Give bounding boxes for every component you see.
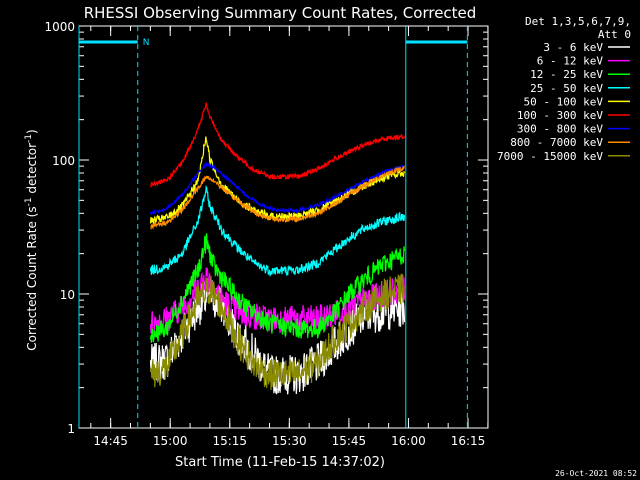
x-tick-label: 16:15 [451,434,486,448]
series-line [149,233,406,343]
footer-timestamp: 26-Oct-2021 08:52 [555,469,637,478]
series-line [150,165,406,230]
x-axis-label: Start Time (11-Feb-15 14:37:02) [175,455,385,470]
legend-entry-label: 100 - 300 keV [517,109,603,122]
legend-entry-label: 3 - 6 keV [543,41,603,54]
series-line [149,101,406,188]
legend-entry-label: 12 - 25 keV [530,68,603,81]
legend-entry-label: 25 - 50 keV [530,82,603,95]
interval-label: N [143,38,150,48]
series-line [149,161,405,217]
legend-entry-label: 800 - 7000 keV [510,136,603,149]
series-line [149,273,405,391]
x-tick-label: 14:45 [93,434,128,448]
y-tick-label: 1 [67,422,75,436]
plot-area: 1 10 100 1000 14:45 15:00 15:15 15:30 15:45 16:00… [44,20,489,448]
x-tick-label: 15:45 [332,434,367,448]
chart-title: RHESSI Observing Summary Count Rates, Co… [84,4,477,22]
legend-entry-label: 50 - 100 keV [524,95,604,108]
x-tick-label: 15:15 [212,434,247,448]
x-tick-label: 16:00 [391,434,426,448]
y-tick-label: 100 [52,154,75,168]
legend-entry-label: 7000 - 15000 keV [497,150,603,163]
series-line [149,184,406,277]
legend-entry-label: 6 - 12 keV [537,55,604,68]
x-tick-label: 15:00 [153,434,188,448]
y-axis-label: Corrected Count Rate (s-1 detector-1) [24,129,39,350]
legend-header-line-1: Det 1,3,5,6,7,9, [525,15,631,28]
legend-header-line-2: Att 0 [598,28,631,41]
y-tick-label: 1000 [44,20,75,34]
y-tick-label: 10 [60,288,75,302]
legend-entry-label: 300 - 800 keV [517,123,603,136]
x-tick-label: 15:30 [272,434,307,448]
